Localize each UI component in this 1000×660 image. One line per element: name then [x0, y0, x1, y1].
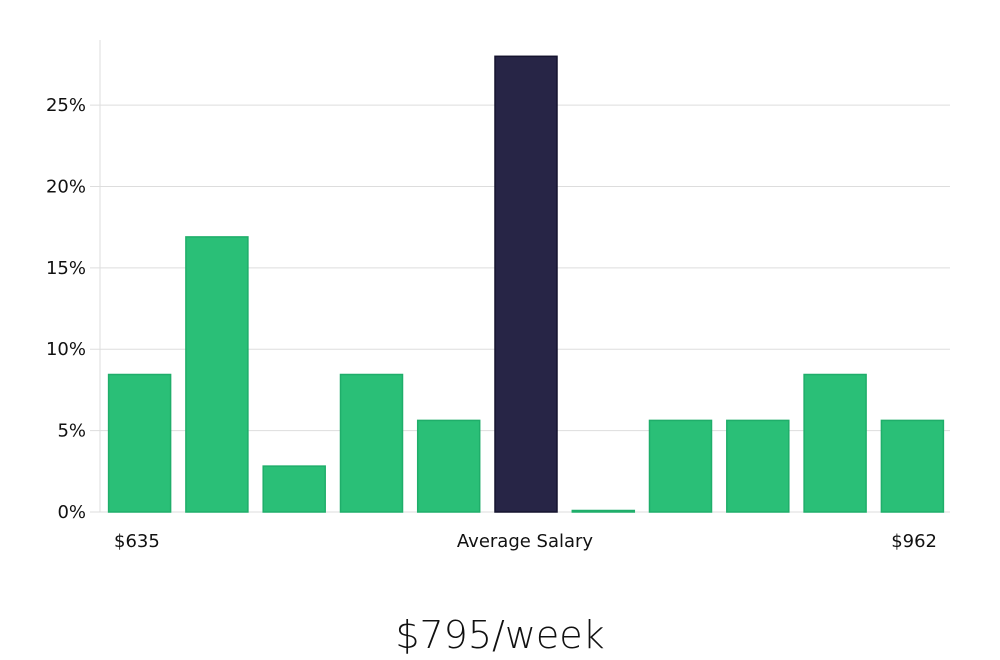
bar — [648, 419, 713, 513]
y-axis-ticks: 0% 5% 10% 15% 20% 25% — [46, 95, 86, 523]
x-label-min: $635 — [114, 531, 160, 552]
bar — [185, 236, 249, 513]
y-tick-label: 5% — [57, 421, 86, 442]
bar — [339, 373, 404, 513]
bar — [571, 509, 636, 513]
y-tick-label: 10% — [46, 339, 86, 360]
y-tick-label: 0% — [57, 502, 86, 523]
y-tick-label: 25% — [46, 95, 86, 116]
bar — [262, 465, 326, 513]
y-tick-label: 20% — [46, 176, 86, 197]
bar — [726, 419, 790, 513]
average-salary-value: $795/week — [395, 613, 604, 657]
bar — [107, 373, 172, 513]
x-label-average: Average Salary — [457, 531, 594, 552]
x-label-max: $962 — [891, 531, 937, 552]
bar — [880, 419, 945, 513]
bar — [803, 373, 867, 513]
bar-average — [494, 55, 558, 513]
bars-layer — [107, 55, 945, 513]
y-tick-label: 15% — [46, 258, 86, 279]
bar — [416, 419, 481, 513]
